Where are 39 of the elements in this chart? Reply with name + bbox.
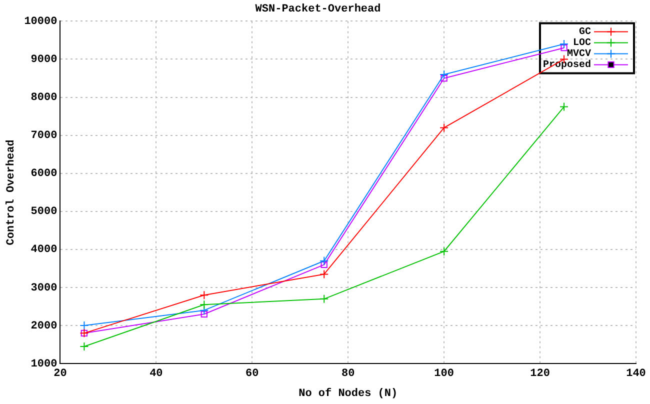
x-tick-label: 40 <box>150 368 163 380</box>
y-axis-title: Control Overhead <box>5 140 18 246</box>
point <box>440 70 449 79</box>
legend-label: LOC <box>572 38 591 50</box>
point <box>560 40 569 49</box>
x-tick-label: 20 <box>54 368 67 380</box>
y-tick-label: 8000 <box>30 92 58 104</box>
y-tick-label: 3000 <box>30 282 58 294</box>
point <box>80 342 89 351</box>
legend-label: GC <box>578 27 591 38</box>
y-tick-label: 4000 <box>30 244 58 256</box>
point <box>200 306 209 315</box>
y-tick-label: 9000 <box>30 54 58 66</box>
x-tick-label: 120 <box>530 368 550 380</box>
point <box>200 300 209 310</box>
x-tick-label: 60 <box>246 368 259 380</box>
point <box>560 102 569 112</box>
point <box>200 310 208 318</box>
point <box>440 123 449 132</box>
chart-title: WSN-Packet-Overhead <box>255 3 381 16</box>
point <box>560 44 568 52</box>
legend-label: MVCV <box>566 49 591 60</box>
point <box>320 270 329 279</box>
y-tick-label: 5000 <box>30 206 58 218</box>
y-tick-label: 2000 <box>30 320 58 332</box>
x-axis-title: No of Nodes (N) <box>298 387 398 400</box>
point <box>440 74 448 82</box>
point <box>440 246 449 256</box>
y-tick-label: 6000 <box>30 168 58 180</box>
point <box>200 290 209 300</box>
point <box>320 261 328 268</box>
point <box>80 321 89 330</box>
point <box>320 256 329 266</box>
y-tick-label: 7000 <box>30 130 58 142</box>
point <box>320 294 329 304</box>
x-tick-label: 80 <box>342 368 355 380</box>
x-tick-label: 100 <box>434 368 454 380</box>
y-tick-label: 10000 <box>24 16 58 28</box>
x-tick-label: 140 <box>626 368 646 380</box>
